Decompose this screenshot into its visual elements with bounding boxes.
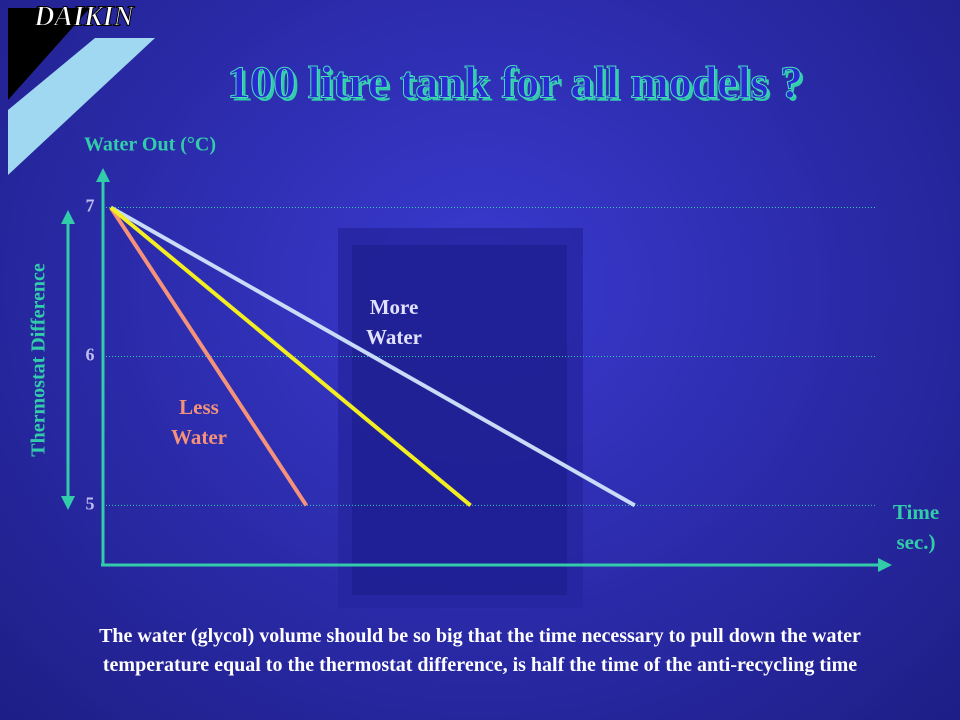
series-line — [109, 206, 308, 507]
arrow — [878, 558, 892, 572]
series-line — [109, 205, 472, 507]
series-line — [109, 205, 636, 508]
y-tick-label: 5 — [86, 494, 95, 514]
arrow — [61, 210, 75, 224]
logo: DAIKIN — [33, 1, 135, 32]
y-tick-label: 6 — [86, 345, 95, 365]
y-axis-label: Water Out (°C) — [84, 134, 216, 156]
chart-title: 100 litre tank for all models ? — [227, 57, 803, 108]
arrow — [61, 496, 75, 510]
logo-shape — [8, 38, 155, 175]
title-shadow: 100 litre tank for all models ? — [230, 60, 806, 111]
x-axis-label: Time sec.) — [892, 500, 940, 554]
logo-shape — [8, 8, 90, 100]
series-label: More Water — [366, 295, 422, 349]
arrow — [96, 168, 110, 182]
unit-image-panel — [352, 245, 567, 595]
y-tick-label: 7 — [86, 196, 95, 216]
series-label: Less Water — [171, 395, 227, 449]
annotation: Thermostat Difference — [28, 263, 50, 457]
caption: The water (glycol) volume should be so b… — [99, 625, 861, 676]
